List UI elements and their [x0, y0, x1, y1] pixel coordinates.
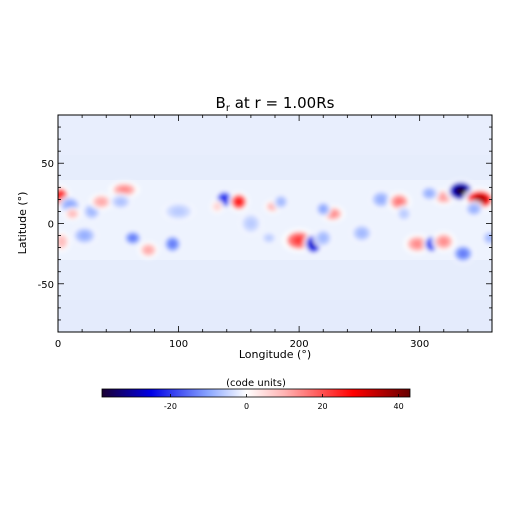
- north-band: [58, 115, 492, 155]
- feature-core-7: [118, 186, 131, 194]
- feature-core-36: [469, 205, 478, 213]
- x-tick-label: 0: [55, 339, 61, 350]
- colorbar-label: (code units): [226, 378, 286, 389]
- feature-core-25: [357, 229, 367, 238]
- feature-core-31: [439, 237, 449, 246]
- feature-core-13: [220, 195, 229, 204]
- feature-core-10: [144, 246, 153, 254]
- feature-core-8: [116, 198, 126, 206]
- feature-core-28: [400, 210, 408, 218]
- plot-area: 0 100 200 300 -50 0 50: [38, 114, 493, 350]
- feature-core-24: [319, 205, 327, 213]
- feature-core-22: [319, 233, 328, 242]
- feature-core-33: [425, 190, 434, 197]
- feature-core-15: [214, 203, 220, 210]
- feature-core-14: [234, 197, 243, 206]
- colorbar-tick-label: 20: [317, 402, 327, 411]
- feature-core-9: [128, 234, 137, 242]
- colorbar-gradient: [101, 388, 411, 398]
- chart-title: Br at r = 1.00Rs: [216, 94, 335, 114]
- feature-core-34: [454, 186, 467, 196]
- axis-ticks: 0 100 200 300 -50 0 50: [38, 114, 493, 350]
- x-tick-label: 300: [410, 339, 429, 350]
- feature-core-16: [246, 218, 256, 229]
- feature-core-26: [376, 195, 386, 204]
- feature-core-20: [292, 235, 306, 246]
- feature-core-6: [96, 198, 107, 206]
- feature-core-29: [411, 240, 423, 248]
- feature-core-18: [277, 198, 285, 206]
- x-tick-label: 100: [169, 339, 188, 350]
- colorbar-tick-label: 40: [393, 402, 403, 411]
- x-axis-label: Longitude (°): [239, 348, 311, 361]
- feature-core-5: [87, 207, 96, 216]
- y-tick-label: 0: [48, 220, 54, 231]
- y-tick-label: -50: [38, 280, 54, 291]
- feature-core-38: [486, 234, 492, 242]
- feature-core-19: [265, 235, 273, 241]
- feature-core-11: [168, 240, 177, 248]
- colorbar-ticks: -20 0 20 40: [164, 394, 404, 411]
- chart-title-rest: at r = 1.00Rs: [230, 94, 335, 112]
- colorbar-tick-label: 0: [244, 402, 249, 411]
- y-tick-label: 50: [41, 159, 54, 170]
- feature-core-27: [394, 197, 404, 206]
- feature-core-4: [79, 231, 90, 240]
- feature-core-3: [69, 211, 76, 217]
- feature-core-1: [58, 237, 65, 246]
- x-tick-label: 200: [290, 339, 309, 350]
- field-features: [58, 178, 492, 265]
- feature-core-37: [458, 249, 468, 258]
- colorbar: (code units) -20 0 20 40: [101, 378, 411, 411]
- feature-core-12: [171, 207, 186, 216]
- y-axis-label: Latitude (°): [16, 192, 29, 255]
- colorbar-tick-label: -20: [164, 402, 177, 411]
- chart-title-main: B: [216, 94, 226, 112]
- south-band: [58, 300, 492, 332]
- chart-title-subscript: r: [226, 103, 231, 114]
